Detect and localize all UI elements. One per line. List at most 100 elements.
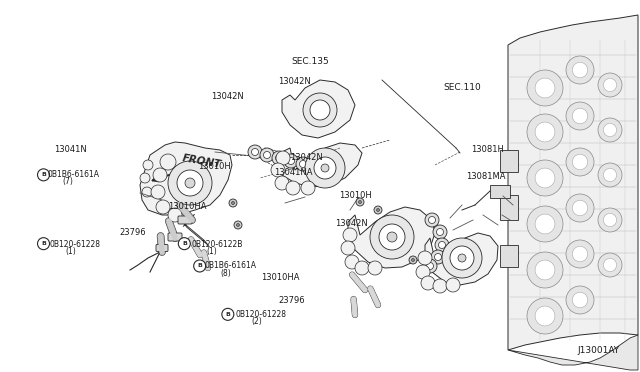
Circle shape — [310, 100, 330, 120]
Circle shape — [308, 160, 322, 174]
Text: 0B120-6122B: 0B120-6122B — [192, 240, 243, 248]
Circle shape — [301, 181, 315, 195]
Circle shape — [341, 241, 355, 255]
Circle shape — [604, 259, 616, 272]
Circle shape — [177, 170, 203, 196]
Circle shape — [260, 148, 274, 162]
Circle shape — [237, 224, 239, 227]
Text: B: B — [225, 312, 230, 317]
Circle shape — [284, 154, 298, 168]
Text: (1): (1) — [207, 247, 218, 256]
Circle shape — [300, 160, 307, 167]
Text: 13042N: 13042N — [211, 92, 244, 101]
Circle shape — [143, 160, 153, 170]
Text: 13010H: 13010H — [339, 191, 372, 200]
Circle shape — [527, 252, 563, 288]
Circle shape — [272, 151, 286, 165]
Text: (2): (2) — [252, 317, 262, 326]
Circle shape — [312, 164, 319, 170]
Text: 13042N: 13042N — [335, 219, 367, 228]
Circle shape — [604, 214, 616, 227]
Circle shape — [160, 154, 176, 170]
Text: 13041NA: 13041NA — [274, 169, 312, 177]
Circle shape — [598, 118, 622, 142]
Circle shape — [343, 228, 357, 242]
Circle shape — [598, 163, 622, 187]
Circle shape — [572, 246, 588, 262]
Circle shape — [433, 279, 447, 293]
Circle shape — [572, 292, 588, 308]
Text: 13042N: 13042N — [278, 77, 311, 86]
Circle shape — [566, 240, 594, 268]
Circle shape — [296, 157, 310, 171]
Circle shape — [140, 173, 150, 183]
Circle shape — [38, 169, 49, 181]
Circle shape — [426, 263, 433, 269]
Circle shape — [535, 214, 555, 234]
Circle shape — [356, 198, 364, 206]
FancyBboxPatch shape — [156, 244, 168, 251]
Circle shape — [376, 208, 380, 212]
Circle shape — [412, 259, 415, 262]
Text: FRONT: FRONT — [181, 153, 222, 170]
Circle shape — [151, 185, 165, 199]
Circle shape — [409, 256, 417, 264]
Circle shape — [142, 187, 152, 197]
Circle shape — [379, 224, 405, 250]
Text: 23796: 23796 — [278, 296, 305, 305]
Circle shape — [423, 259, 437, 273]
Circle shape — [566, 148, 594, 176]
Text: SEC.110: SEC.110 — [444, 83, 481, 92]
Text: 13081MA: 13081MA — [466, 172, 506, 181]
Polygon shape — [500, 150, 518, 172]
Circle shape — [248, 145, 262, 159]
Polygon shape — [425, 233, 498, 285]
Text: 13010HA: 13010HA — [168, 202, 207, 211]
Circle shape — [572, 62, 588, 78]
Circle shape — [168, 161, 212, 205]
Circle shape — [38, 238, 49, 250]
Circle shape — [286, 181, 300, 195]
Circle shape — [429, 217, 435, 224]
Circle shape — [252, 148, 259, 155]
Circle shape — [156, 200, 170, 214]
Circle shape — [303, 93, 337, 127]
Circle shape — [222, 308, 234, 320]
Circle shape — [535, 260, 555, 280]
Circle shape — [153, 168, 167, 182]
Circle shape — [598, 253, 622, 277]
Circle shape — [566, 56, 594, 84]
Circle shape — [527, 206, 563, 242]
Circle shape — [572, 154, 588, 170]
Text: 13042N: 13042N — [290, 153, 323, 162]
Circle shape — [433, 225, 447, 239]
Circle shape — [229, 199, 237, 207]
Text: J13001AY: J13001AY — [577, 346, 620, 355]
Circle shape — [535, 122, 555, 142]
Circle shape — [374, 206, 382, 214]
Circle shape — [276, 151, 290, 165]
Text: B: B — [197, 263, 202, 269]
Circle shape — [355, 261, 369, 275]
Text: 23796: 23796 — [120, 228, 147, 237]
Circle shape — [450, 246, 474, 270]
Circle shape — [368, 261, 382, 275]
Text: 0B120-61228: 0B120-61228 — [49, 240, 100, 248]
Polygon shape — [183, 222, 209, 246]
Text: 0B1B6-6161A: 0B1B6-6161A — [48, 170, 100, 179]
Circle shape — [566, 102, 594, 130]
Circle shape — [566, 194, 594, 222]
Circle shape — [527, 160, 563, 196]
Circle shape — [527, 70, 563, 106]
Text: (8): (8) — [221, 269, 232, 278]
Circle shape — [264, 151, 271, 158]
Circle shape — [358, 201, 362, 203]
Circle shape — [604, 124, 616, 137]
FancyBboxPatch shape — [178, 216, 192, 224]
Text: 13010H: 13010H — [198, 162, 231, 171]
Circle shape — [535, 306, 555, 326]
Circle shape — [370, 215, 414, 259]
Polygon shape — [140, 142, 232, 215]
Circle shape — [275, 176, 289, 190]
Polygon shape — [282, 80, 355, 138]
